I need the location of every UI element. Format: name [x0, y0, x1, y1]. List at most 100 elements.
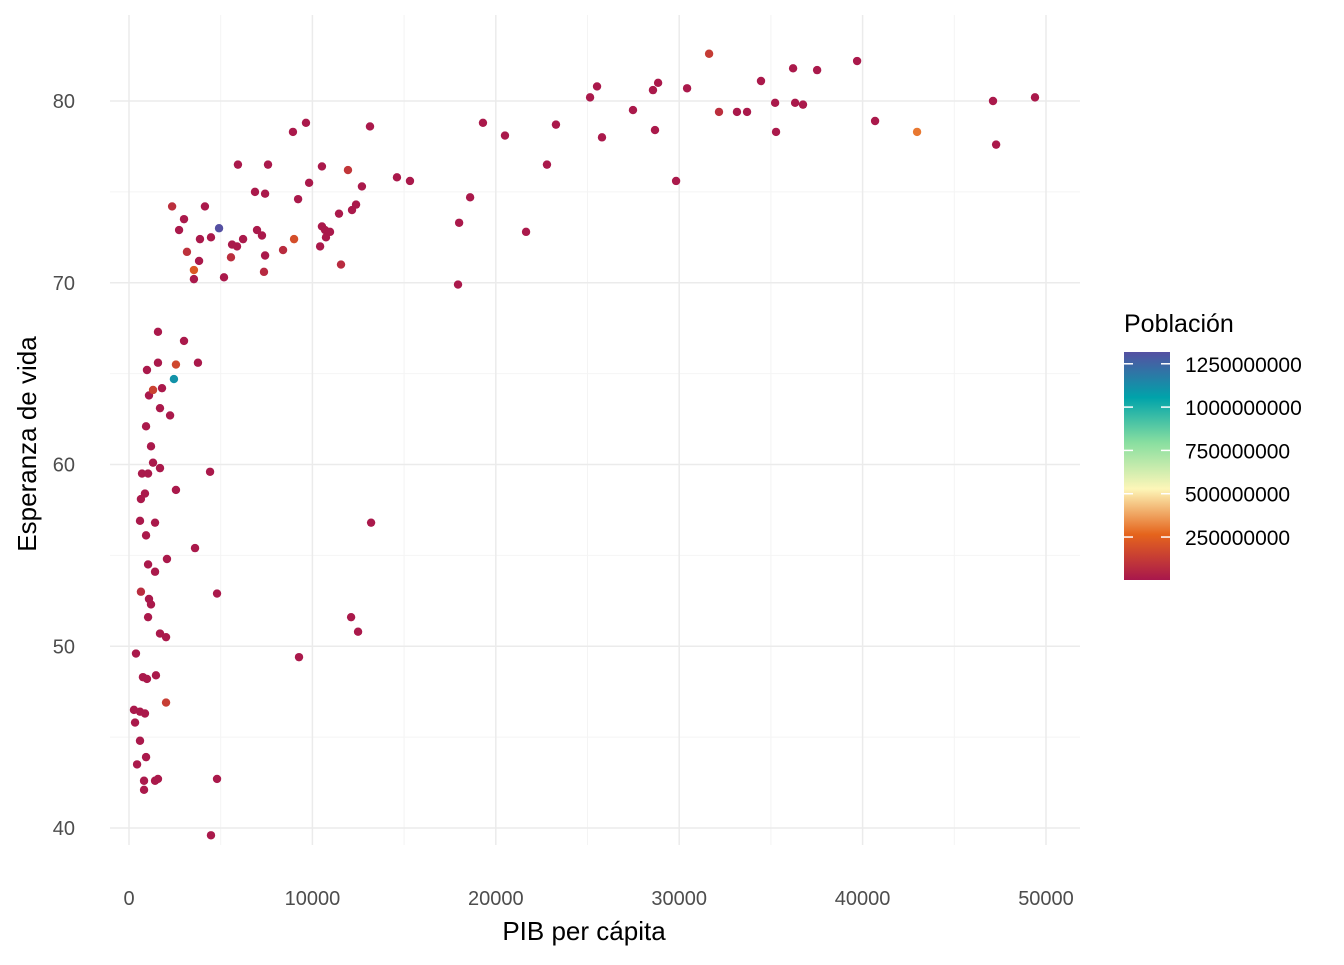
legend-tick-label: 250000000: [1185, 527, 1290, 550]
color-legend: Población 250000000 500000000 750000000 100…: [1124, 310, 1302, 580]
data-point: [453, 280, 463, 289]
grid: [110, 15, 1080, 845]
data-point: [592, 82, 602, 91]
data-point: [143, 469, 153, 478]
data-point: [321, 233, 331, 242]
data-point: [347, 205, 357, 215]
legend-colorbar: [1124, 352, 1170, 580]
data-point: [174, 225, 184, 235]
data-point: [653, 78, 663, 88]
legend-tick-label: 750000000: [1185, 440, 1290, 463]
data-point: [304, 178, 314, 187]
legend-title: Población: [1124, 310, 1234, 338]
data-point: [179, 214, 189, 224]
data-point: [171, 485, 181, 495]
data-point: [585, 93, 595, 102]
data-point: [238, 234, 248, 244]
data-point: [162, 554, 172, 564]
data-point: [500, 131, 510, 140]
data-point: [1030, 93, 1040, 102]
data-point: [200, 202, 210, 211]
data-point: [206, 831, 216, 840]
data-point: [155, 629, 165, 638]
data-point: [141, 531, 151, 540]
data-point: [353, 627, 363, 636]
data-point: [140, 709, 150, 718]
data-point: [189, 274, 199, 284]
data-point: [153, 327, 163, 337]
data-point: [179, 336, 189, 346]
data-point: [212, 589, 222, 598]
x-tick-label: 10000: [285, 888, 341, 910]
data-point: [137, 469, 147, 478]
data-point: [704, 49, 714, 58]
y-axis-ticks: 40 50 60 70 80: [53, 91, 75, 840]
data-point: [288, 127, 298, 137]
data-point: [189, 265, 199, 275]
x-axis-ticks: 0 10000 20000 30000 40000 50000: [123, 888, 1073, 910]
data-point: [151, 671, 161, 680]
data-point: [171, 360, 181, 369]
data-point: [139, 776, 149, 785]
data-point: [991, 140, 1001, 149]
y-tick-label: 60: [53, 455, 75, 477]
data-point: [143, 612, 153, 622]
data-point: [153, 358, 163, 367]
y-tick-label: 50: [53, 636, 75, 658]
data-point: [169, 374, 179, 384]
data-point: [193, 358, 203, 367]
data-point: [143, 560, 153, 569]
data-point: [771, 127, 781, 137]
data-point: [301, 118, 311, 128]
data-point: [714, 107, 724, 117]
data-point: [233, 160, 243, 169]
y-tick-label: 40: [53, 818, 75, 840]
x-tick-label: 50000: [1018, 888, 1074, 910]
data-point: [155, 463, 165, 473]
data-point: [142, 674, 152, 684]
data-point: [542, 160, 552, 169]
data-point: [294, 652, 304, 662]
data-point: [167, 202, 177, 211]
data-point: [130, 718, 140, 727]
data-point: [812, 65, 822, 75]
x-tick-label: 0: [123, 888, 134, 910]
data-point: [454, 218, 464, 227]
data-point: [263, 160, 273, 169]
data-point: [141, 752, 151, 762]
data-point: [157, 383, 167, 393]
data-point: [336, 260, 346, 269]
data-point: [260, 189, 270, 198]
data-point: [648, 85, 658, 95]
data-point: [334, 209, 344, 218]
y-tick-label: 80: [53, 91, 75, 113]
data-point: [150, 567, 160, 576]
data-point: [628, 105, 638, 115]
data-point: [551, 120, 561, 129]
data-point: [366, 518, 376, 527]
data-point: [148, 385, 158, 395]
data-point: [214, 224, 224, 233]
data-point: [289, 234, 299, 244]
data-point: [597, 133, 607, 142]
data-point: [155, 403, 165, 413]
data-point: [650, 125, 660, 135]
data-point: [142, 365, 152, 375]
data-point: [988, 96, 998, 106]
x-tick-label: 30000: [651, 888, 707, 910]
data-point: [146, 600, 156, 609]
data-point: [148, 458, 158, 467]
data-point: [756, 76, 766, 86]
data-point: [315, 242, 325, 251]
y-tick-label: 70: [53, 273, 75, 295]
data-point: [132, 760, 142, 769]
data-point: [365, 122, 375, 131]
data-point: [136, 587, 146, 596]
data-point: [141, 422, 151, 431]
data-point: [259, 267, 269, 277]
legend-tick-label: 1000000000: [1185, 397, 1302, 420]
data-point: [293, 194, 303, 204]
data-point: [139, 785, 149, 795]
y-axis-label: Esperanza de vida: [12, 336, 42, 552]
data-point: [195, 234, 205, 244]
